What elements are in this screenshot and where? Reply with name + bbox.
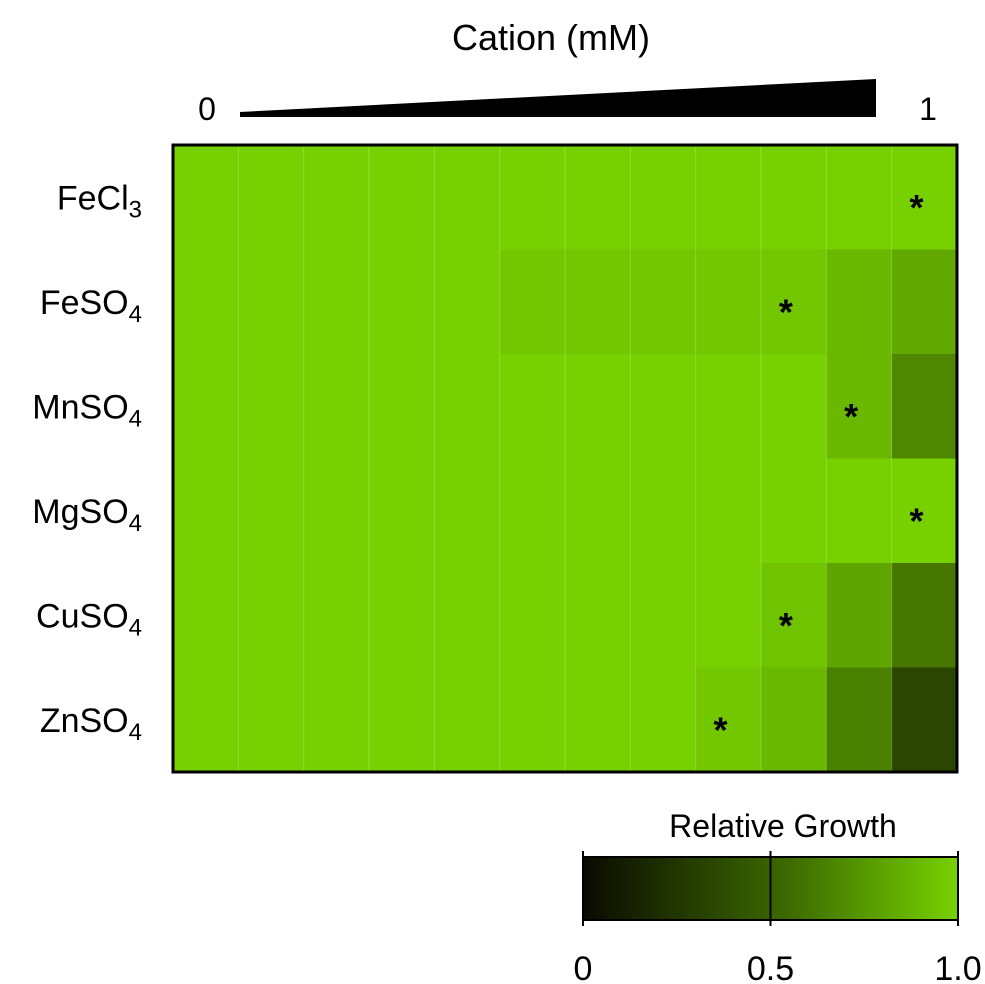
heatmap-cell	[695, 667, 762, 773]
x-start-label: 0	[198, 91, 216, 127]
heatmap-cell	[303, 249, 370, 355]
significance-star: *	[844, 396, 858, 437]
heatmap-cell	[826, 563, 893, 668]
heatmap-cell	[303, 667, 370, 773]
row-label: MgSO4	[32, 493, 142, 537]
heatmap-cell	[630, 249, 697, 355]
heatmap-cell	[238, 249, 305, 355]
heatmap-cell	[891, 458, 958, 564]
heatmap-cell	[238, 458, 305, 564]
heatmap-cell	[695, 354, 762, 459]
heatmap-cell	[826, 667, 893, 773]
heatmap-cell	[238, 563, 305, 668]
heatmap-cell	[565, 563, 631, 668]
row-labels: FeCl3 FeSO4 MnSO4 MgSO4 CuSO4 ZnSO4	[32, 179, 142, 746]
significance-markers: * * * * * *	[713, 187, 923, 751]
heatmap-cell	[173, 667, 239, 773]
significance-star: *	[779, 292, 793, 333]
heatmap-cell	[303, 563, 370, 668]
heatmap-cell	[891, 354, 958, 459]
heatmap-cell	[761, 249, 827, 355]
heatmap-cell	[630, 354, 697, 459]
heatmap-cell	[173, 458, 239, 564]
colorbar-tick-label: 1.0	[934, 950, 981, 984]
colorbar-label: Relative Growth	[669, 808, 897, 844]
significance-star: *	[779, 605, 793, 646]
heatmap-cell	[173, 249, 239, 355]
heatmap-cell	[499, 563, 566, 668]
heatmap-cell	[173, 354, 239, 459]
colorbar-tick-label: 0	[574, 950, 593, 984]
significance-star: *	[713, 710, 727, 751]
heatmap-cell	[434, 145, 501, 250]
heatmap-cell	[695, 145, 762, 250]
heatmap-cell	[630, 145, 697, 250]
heatmap-cell	[891, 145, 958, 250]
heatmap-cell	[238, 145, 305, 250]
heatmap-cell	[369, 458, 435, 564]
heatmap-cell	[369, 249, 435, 355]
row-label: FeSO4	[40, 284, 142, 328]
heatmap-cell	[238, 354, 305, 459]
heatmap-frame	[171, 143, 959, 774]
heatmap-cell	[891, 249, 958, 355]
heatmap-cell	[499, 249, 566, 355]
heatmap-cell	[826, 354, 893, 459]
heatmap-cell	[499, 145, 566, 250]
heatmap-cell	[826, 145, 893, 250]
heatmap-cell	[303, 354, 370, 459]
heatmap-cell	[434, 667, 501, 773]
heatmap-cell	[826, 458, 893, 564]
heatmap-cell	[565, 354, 631, 459]
heatmap-cell	[630, 458, 697, 564]
concentration-wedge	[240, 79, 876, 117]
significance-star: *	[909, 501, 923, 542]
heatmap-cell	[369, 354, 435, 459]
heatmap-cell	[761, 667, 827, 773]
heatmap-cell	[499, 354, 566, 459]
heatmap-cell	[761, 458, 827, 564]
heatmap-cell	[695, 249, 762, 355]
heatmap-cell	[369, 563, 435, 668]
heatmap-cell	[173, 563, 239, 668]
heatmap-cell	[369, 667, 435, 773]
heatmap-cell	[303, 458, 370, 564]
significance-star: *	[909, 187, 923, 228]
heatmap-cell	[630, 667, 697, 773]
row-label: MnSO4	[32, 388, 142, 432]
colorbar-tick-label: 0.5	[747, 950, 794, 984]
heatmap-cell	[369, 145, 435, 250]
heatmap-cells	[173, 145, 958, 773]
heatmap-cell	[499, 458, 566, 564]
colorbar-ticks: 0 0.5 1.0	[574, 851, 982, 984]
row-label: ZnSO4	[40, 702, 142, 746]
heatmap-cell	[434, 249, 501, 355]
heatmap-cell	[891, 563, 958, 668]
heatmap-cell	[565, 667, 631, 773]
heatmap-cell	[565, 145, 631, 250]
chart-title: Cation (mM)	[452, 17, 650, 58]
heatmap-cell	[434, 458, 501, 564]
row-label: CuSO4	[36, 597, 142, 641]
heatmap-cell	[434, 354, 501, 459]
heatmap-cell	[761, 563, 827, 668]
heatmap-gridlines	[237, 145, 893, 772]
heatmap-cell	[565, 249, 631, 355]
heatmap-cell	[238, 667, 305, 773]
heatmap-cell	[499, 667, 566, 773]
heatmap-cell	[695, 458, 762, 564]
heatmap-cell	[695, 563, 762, 668]
heatmap-cell	[434, 563, 501, 668]
heatmap-cell	[826, 249, 893, 355]
heatmap-cell	[761, 354, 827, 459]
heatmap-cell	[761, 145, 827, 250]
heatmap-cell	[630, 563, 697, 668]
heatmap-cell	[303, 145, 370, 250]
x-end-label: 1	[919, 91, 937, 127]
heatmap-cell	[173, 145, 239, 250]
row-label: FeCl3	[57, 179, 142, 223]
heatmap-cell	[891, 667, 958, 773]
heatmap-cell	[565, 458, 631, 564]
